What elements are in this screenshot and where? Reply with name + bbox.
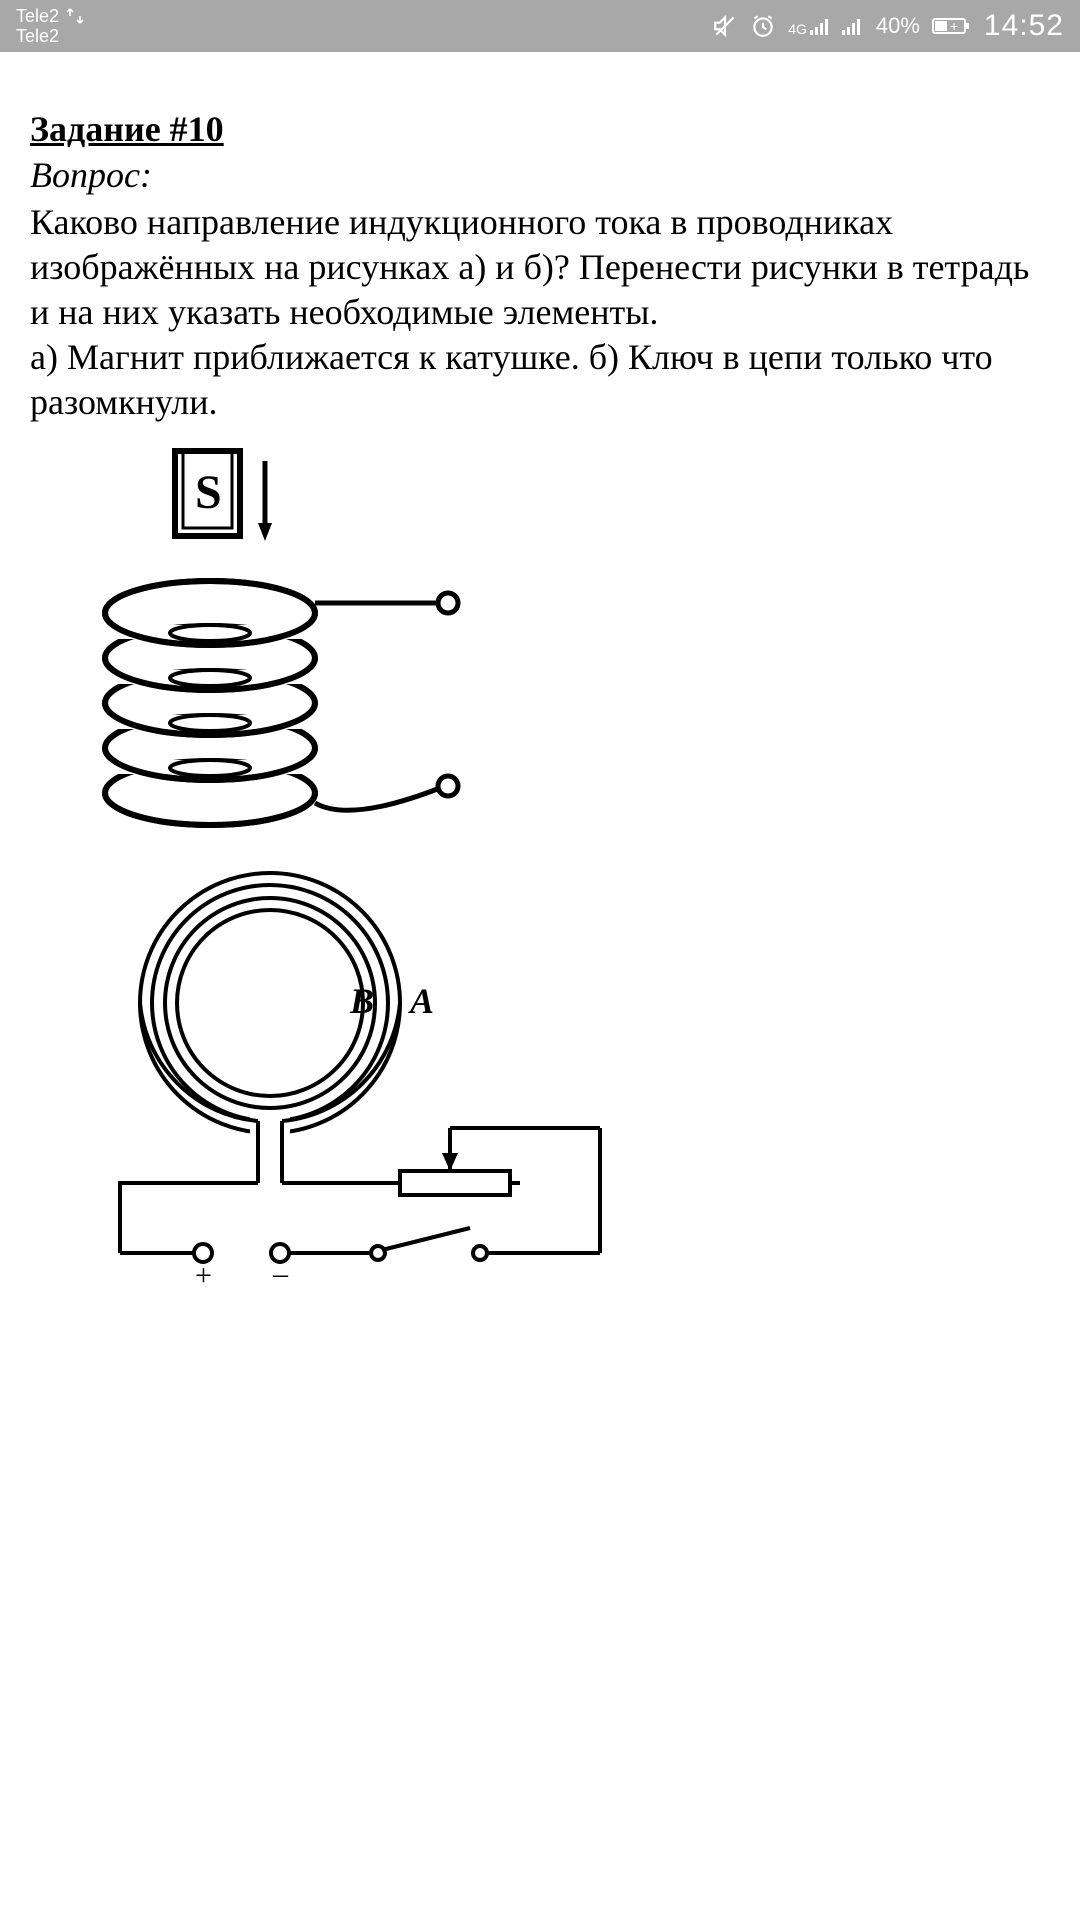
clock: 14:52	[984, 9, 1064, 43]
signal-4g: 4G	[788, 17, 830, 35]
battery-icon: +	[932, 16, 972, 36]
terminal-minus: –	[272, 1257, 289, 1290]
diagram-b: B A	[70, 853, 1050, 1303]
carrier-1: Tele2	[16, 6, 59, 26]
diagram-a: S	[70, 443, 1050, 863]
task-title: Задание #10	[30, 108, 1050, 150]
cutoff-text	[30, 58, 1050, 76]
battery-percent: 40%	[876, 13, 920, 39]
alarm-icon	[750, 13, 776, 39]
svg-text:+: +	[950, 18, 958, 34]
document-content: Задание #10 Вопрос: Каково направление и…	[0, 52, 1080, 1323]
status-carriers: Tele2 Tele2	[16, 6, 85, 46]
signal-bars-icon	[842, 17, 864, 35]
carrier-2: Tele2	[16, 26, 85, 46]
magnet-label: S	[195, 466, 222, 519]
question-body: Каково направление индукционного тока в …	[30, 200, 1050, 425]
status-right: 4G 40% + 14:52	[712, 9, 1064, 43]
label-b: B	[349, 981, 374, 1021]
question-label: Вопрос:	[30, 154, 1050, 196]
sync-icon	[65, 6, 85, 26]
status-bar: Tele2 Tele2 4G 40% + 14:52	[0, 0, 1080, 52]
mute-icon	[712, 13, 738, 39]
label-a: A	[408, 981, 434, 1021]
terminal-plus: +	[195, 1259, 212, 1292]
